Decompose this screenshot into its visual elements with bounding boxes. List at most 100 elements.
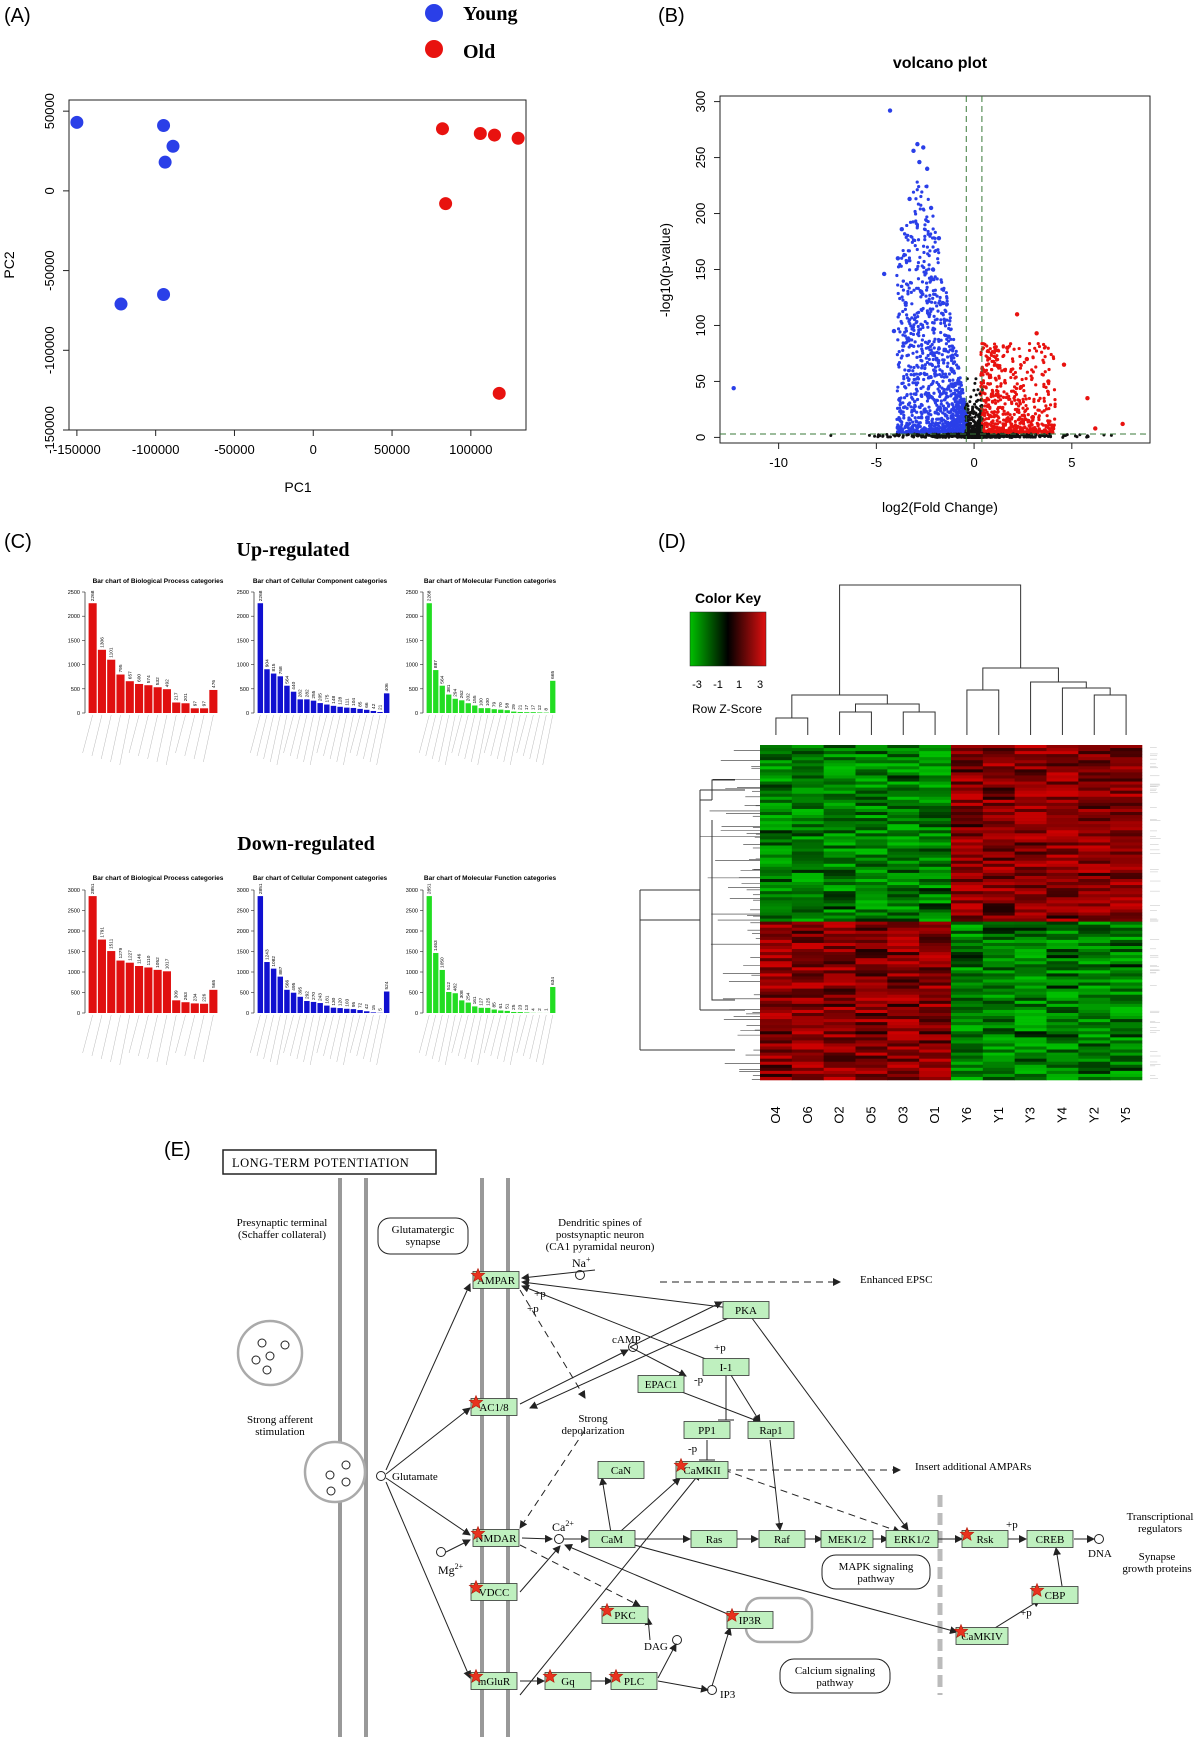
heatmap-cell [823,1067,856,1072]
heatmap-cell [1046,1049,1079,1053]
pathway-arrow [519,1472,701,1696]
heatmap-cell [951,903,984,907]
dna-node [1094,1534,1104,1544]
glutamatergic-label-1: Glutamatergic [392,1224,455,1236]
go-bar-value: 95 [351,1001,357,1007]
heatmap-cell [951,1046,984,1050]
volcano-cloud-down [961,412,965,416]
go-category-stub [147,714,158,760]
heatmap-cell [982,997,1015,1002]
heatmap-cell [982,991,1015,996]
heatmap-cell [855,793,888,798]
go-y-tick-label: 0 [246,1011,249,1017]
heatmap-cell [823,745,856,749]
go-bar [172,702,181,713]
heatmap-cell [760,942,793,947]
volcano-cloud-down [937,251,941,255]
heatmap-cell [951,891,984,895]
volcano-cloud-down [927,357,931,361]
heatmap-cell [951,818,984,822]
volcano-cloud-down [901,348,905,352]
heatmap-cell [1078,875,1111,880]
heatmap-cell [982,830,1015,834]
heatmap-cell [951,799,984,804]
heatmap-cell [1078,775,1111,779]
heatmap-cell [760,1037,793,1041]
volcano-cloud-up [1025,370,1029,374]
heatmap-cell [887,885,920,889]
volcano-cloud-down [931,321,935,325]
heatmap-cell [1110,1064,1143,1069]
volcano-point-up [995,363,1000,368]
heatmap-cell [951,879,984,883]
heatmap-cell [760,900,793,904]
heatmap-cell [1078,973,1111,977]
heatmap-cell [855,921,888,925]
volcano-cloud-down [940,416,944,420]
heatmap-cell [791,1061,824,1066]
go-bar-value: 1052 [155,957,161,968]
gene-label-pp1: PP1 [698,1425,716,1437]
heatmap-cell [855,915,888,919]
heatmap-cell [760,1070,793,1075]
heatmap-cell [1014,869,1047,874]
heatmap-cell [1014,1055,1047,1059]
go-bar-value: 217 [174,692,180,700]
volcano-cloud-down [896,430,900,434]
heatmap-cell [1014,818,1047,822]
heatmap-cell [791,833,824,837]
heatmap-cell [919,991,952,996]
color-key-gradient [689,611,767,667]
heatmap-cell [919,927,952,932]
volcano-cloud-up [1001,354,1005,359]
heatmap-cell [887,942,920,947]
heatmap-cell [855,1049,888,1053]
volcano-point-down [924,166,930,171]
volcano-y-tick-label: 0 [693,434,708,441]
volcano-cloud-down [939,278,943,282]
heatmap-cell [1014,866,1047,871]
go-bar [478,1007,484,1013]
volcano-cloud-up [994,345,998,349]
go-bar [504,710,510,713]
deg-star-icon [724,1607,740,1622]
heatmap-cell [1046,891,1079,895]
pathway-arrow [521,1278,747,1311]
go-bar [209,689,218,713]
heatmap-cell [1014,1016,1047,1020]
heatmap-cell [1014,970,1047,974]
heatmap-cell [982,897,1015,901]
heatmap-cell [791,967,824,971]
heatmap-cell [791,894,824,898]
volcano-cloud-down [934,356,938,360]
volcano-cloud-down [907,416,911,420]
heatmap-cell [887,1055,920,1059]
heatmap-cell [855,857,888,862]
go-y-tick-label: 0 [415,1011,418,1017]
heatmap-cell [791,882,824,886]
go-category-stub [523,1014,534,1057]
volcano-cloud-up [1042,409,1046,413]
heatmap-cell [1014,824,1047,828]
heatmap-cell [919,781,952,785]
gene-label-ras: Ras [706,1534,723,1546]
go-category-stub [184,1014,196,1057]
heatmap-cell [982,921,1015,925]
pca-y-tick-label: -150000 [42,406,57,454]
heatmap-cell [823,976,856,980]
heatmap-cell [951,961,984,965]
panel-label-c: (C) [4,531,32,553]
go-category-stub [523,714,534,757]
pathway-arrow [519,1545,561,1593]
heatmap-cell [982,863,1015,868]
volcano-cloud-down [918,354,923,358]
volcano-cloud-up [1015,382,1019,386]
up-mf-title: Bar chart of Molecular Function categori… [424,578,557,585]
heatmap-cell [1046,1043,1079,1047]
heatmap-cell [791,1073,824,1078]
heatmap-cell [982,790,1015,795]
heatmap-cell [823,763,856,767]
heatmap-cell [887,802,920,807]
heatmap-cell [982,961,1015,965]
heatmap-column-label: O4 [768,1106,783,1123]
